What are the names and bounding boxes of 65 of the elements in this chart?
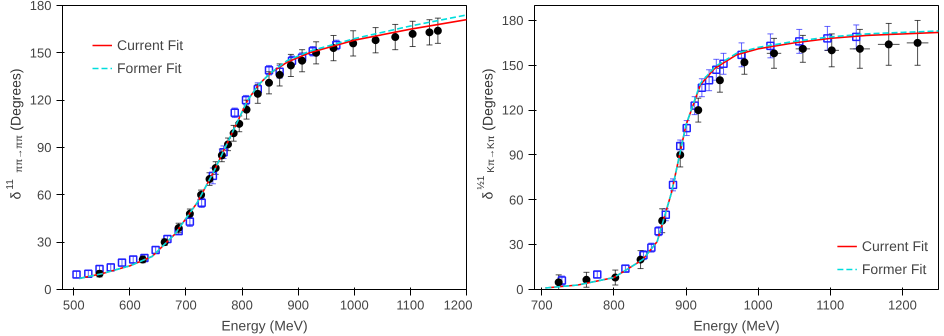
point <box>828 46 836 54</box>
x-tick-label: 900 <box>287 298 310 312</box>
legend-label: Current Fit <box>862 238 928 254</box>
y-tick-label: 150 <box>30 45 52 60</box>
x-tick-label: 900 <box>675 298 697 312</box>
y-tick-label: 0 <box>44 282 52 297</box>
x-tick-label: 800 <box>231 298 253 312</box>
point <box>391 33 400 42</box>
point <box>690 101 699 110</box>
y-tick-label: 120 <box>502 102 524 118</box>
y-tick-label: 180 <box>30 0 52 13</box>
x-axis-title: Energy (MeV) <box>221 318 308 334</box>
y-tick-label: 150 <box>502 58 524 73</box>
x-tick-label: 1200 <box>444 298 472 312</box>
point <box>884 40 893 48</box>
y-axis-title: δ½1Kπ→Kπ (Degrees) <box>476 68 497 200</box>
point <box>425 28 434 36</box>
y-tick-label: 90 <box>37 140 52 155</box>
point <box>662 210 670 220</box>
point <box>698 83 706 92</box>
point <box>554 278 563 286</box>
x-tick-label: 600 <box>118 298 141 312</box>
y-tick-label: 90 <box>509 147 524 162</box>
point <box>408 30 417 38</box>
point <box>712 66 721 74</box>
x-tick-label: 1000 <box>744 298 773 312</box>
point <box>914 38 922 47</box>
y-tick-label: 0 <box>516 282 524 297</box>
legend-label: Former Fit <box>862 261 926 277</box>
point <box>719 60 728 68</box>
y-tick-label: 30 <box>37 234 52 250</box>
x-tick-label: 1200 <box>888 298 917 312</box>
point <box>716 76 724 84</box>
x-axis-title: Energy (MeV) <box>693 318 780 334</box>
x-tick-label: 800 <box>603 298 625 312</box>
point <box>795 37 804 46</box>
point <box>798 44 807 53</box>
x-tick-label: 700 <box>175 298 197 312</box>
legend-label: Former Fit <box>117 60 182 76</box>
x-tick-label: 500 <box>62 298 85 312</box>
legend-label: Current Fit <box>117 37 184 53</box>
point <box>694 106 702 114</box>
y-tick-label: 60 <box>37 187 52 202</box>
point <box>766 42 775 50</box>
point <box>372 36 380 44</box>
point <box>668 180 678 190</box>
x-tick-label: 1100 <box>396 298 424 312</box>
y-tick-label: 180 <box>502 12 524 28</box>
point <box>264 78 273 87</box>
point <box>856 44 864 53</box>
y-tick-label: 60 <box>509 192 524 208</box>
point <box>682 124 691 132</box>
point <box>704 76 714 84</box>
x-tick-label: 700 <box>530 298 553 312</box>
point <box>254 90 262 98</box>
y-axis-title: δ11ππ→ππ (Degrees) <box>5 68 25 200</box>
x-tick-label: 1100 <box>816 298 844 312</box>
y-tick-label: 120 <box>30 92 52 108</box>
point <box>298 56 306 65</box>
point <box>434 26 442 35</box>
point <box>823 34 832 43</box>
point <box>770 49 778 58</box>
x-tick-label: 1000 <box>340 298 369 312</box>
y-tick-label: 30 <box>509 237 524 252</box>
point <box>852 32 861 42</box>
